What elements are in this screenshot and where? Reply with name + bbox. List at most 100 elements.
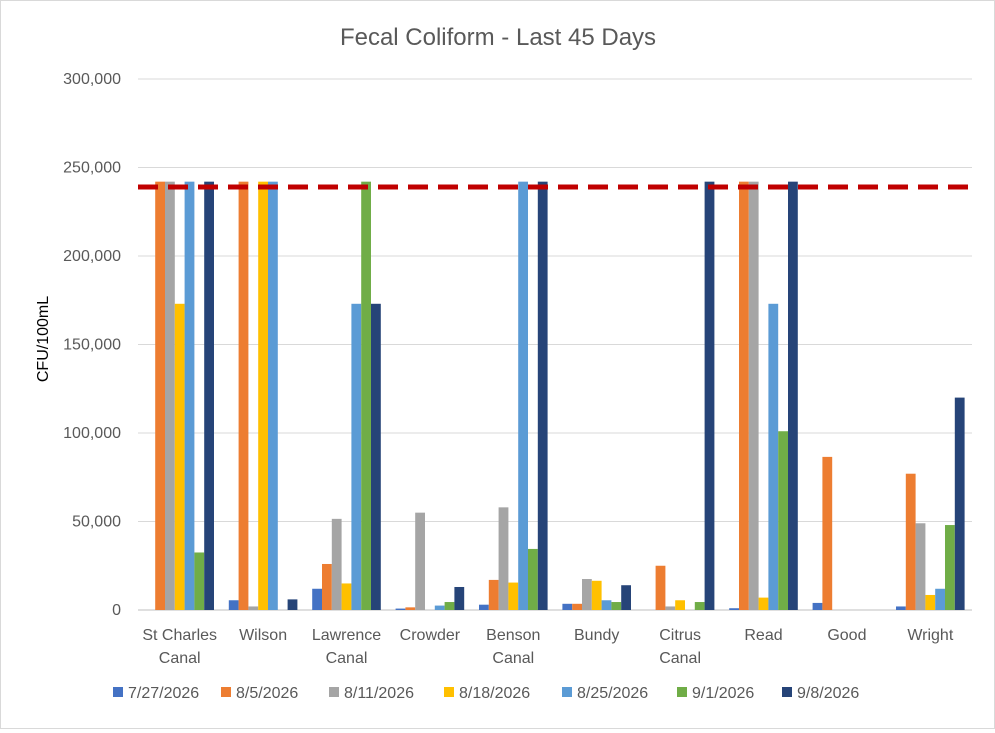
x-tick-label: Canal: [326, 650, 368, 667]
legend-swatch: [782, 687, 792, 697]
bar: [184, 181, 195, 610]
bar: [758, 597, 769, 610]
bar: [611, 602, 622, 610]
bar: [601, 600, 612, 610]
y-axis-ticks: 0 50,000 100,000 150,000 200,000 250,000 300,0…: [63, 71, 121, 619]
x-tick-label: Good: [827, 627, 866, 644]
bar: [415, 512, 425, 610]
bar: [351, 303, 362, 610]
bar: [729, 608, 739, 610]
bar: [312, 588, 322, 610]
bar: [778, 431, 788, 610]
x-tick-label: Canal: [659, 650, 701, 667]
bar: [454, 586, 465, 610]
bar: [768, 303, 779, 610]
bar: [371, 303, 381, 610]
bar: [405, 607, 416, 610]
bar: [675, 600, 685, 610]
bar: [935, 588, 945, 610]
legend-swatch: [329, 687, 339, 697]
x-tick-label: Benson: [486, 627, 540, 644]
x-tick-label: Canal: [159, 650, 201, 667]
x-axis-labels: St Charles Canal Wilson Lawrence Canal Crowde…: [142, 627, 953, 667]
y-tick-label: 50,000: [72, 514, 121, 531]
legend: 7/27/2026 8/5/2026 8/11/2026 8/18/2026 8/25/…: [113, 685, 859, 702]
bar: [621, 585, 631, 610]
bar: [518, 181, 528, 610]
bar: [395, 608, 406, 610]
bar: [905, 473, 916, 610]
x-tick-label: Wilson: [239, 627, 287, 644]
legend-label: 9/1/2026: [692, 685, 754, 702]
bar: [812, 602, 823, 610]
legend-label: 8/5/2026: [236, 685, 298, 702]
bar: [945, 525, 955, 610]
legend-label: 8/25/2026: [577, 685, 648, 702]
bar: [479, 604, 489, 610]
legend-swatch: [221, 687, 231, 697]
bar: [537, 181, 548, 610]
bar: [287, 599, 298, 610]
bar: [204, 181, 214, 610]
legend-swatch: [562, 687, 572, 697]
bar: [748, 181, 759, 610]
bar: [528, 548, 538, 610]
bar: [361, 181, 371, 610]
legend-swatch: [113, 687, 123, 697]
legend-label: 9/8/2026: [797, 685, 859, 702]
bars: [155, 181, 965, 610]
bar: [331, 518, 342, 610]
bar: [925, 594, 936, 610]
bar: [694, 602, 705, 610]
bar: [591, 580, 602, 610]
legend-label: 8/11/2026: [344, 685, 414, 702]
bar: [508, 582, 519, 610]
y-tick-label: 0: [112, 602, 121, 619]
bar: [434, 605, 445, 610]
x-tick-label: Bundy: [574, 627, 619, 644]
x-tick-label: Citrus: [659, 627, 701, 644]
bar: [739, 181, 749, 610]
bar: [572, 603, 582, 610]
bar: [258, 181, 268, 610]
bar: [194, 552, 205, 610]
x-tick-label: St Charles: [142, 627, 217, 644]
bar: [238, 181, 249, 610]
bar: [498, 507, 509, 610]
bar: [582, 579, 592, 610]
bar: [488, 579, 499, 610]
x-tick-label: Lawrence: [312, 627, 381, 644]
bar: [822, 456, 833, 610]
y-tick-label: 250,000: [63, 160, 121, 177]
legend-label: 8/18/2026: [459, 685, 530, 702]
y-tick-label: 100,000: [63, 425, 121, 442]
bar: [322, 563, 332, 610]
chart-title: Fecal Coliform - Last 45 Days: [340, 24, 656, 51]
bar: [665, 606, 676, 610]
bar: [655, 565, 666, 610]
bar: [268, 181, 278, 610]
x-tick-label: Crowder: [400, 627, 461, 644]
legend-label: 7/27/2026: [128, 685, 199, 702]
x-tick-label: Read: [744, 627, 782, 644]
bar: [165, 181, 175, 610]
bar: [444, 602, 455, 610]
bar: [704, 181, 715, 610]
bar: [228, 600, 239, 610]
x-tick-label: Canal: [492, 650, 534, 667]
bar: [562, 603, 573, 610]
y-tick-label: 150,000: [63, 337, 121, 354]
y-tick-label: 300,000: [63, 71, 121, 88]
bar: [954, 397, 965, 610]
bar: [174, 303, 185, 610]
bar: [896, 606, 906, 610]
bar: [788, 181, 798, 610]
legend-swatch: [677, 687, 687, 697]
y-tick-label: 200,000: [63, 248, 121, 265]
y-axis-label: CFU/100mL: [35, 296, 52, 382]
x-tick-label: Wright: [907, 627, 953, 644]
legend-swatch: [444, 687, 454, 697]
bar: [341, 583, 352, 610]
